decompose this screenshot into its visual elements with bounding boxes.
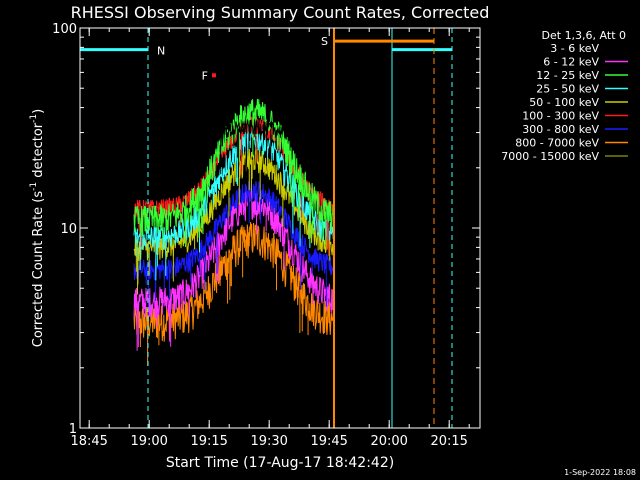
axes-layer: 1 10 100 18:45 19:00 19:15 19:30 19:45 20:00 20:1… — [52, 22, 480, 449]
y-axis-label-mid: detector — [31, 122, 46, 182]
legend-entry-label: 3 - 6 keV — [550, 42, 599, 55]
x-tick-label: 20:00 — [370, 434, 407, 449]
series-12-25-kev — [133, 98, 335, 248]
legend-entry-label: 50 - 100 keV — [529, 96, 599, 109]
legend-entry-label: 25 - 50 keV — [536, 83, 599, 96]
data-series-layer — [133, 98, 335, 366]
y-axis-label-exp2: -1 — [29, 114, 39, 123]
x-tick-label: 20:15 — [430, 434, 467, 449]
legend-entry-label: 100 - 300 keV — [522, 110, 599, 123]
legend-title: Det 1,3,6, Att 0 — [542, 29, 626, 42]
series-300-800-kev — [133, 180, 335, 316]
legend-entry-label: 6 - 12 keV — [543, 56, 599, 69]
series-line-800-7000-kev — [133, 222, 335, 342]
x-tick-label: 19:00 — [130, 434, 167, 449]
x-tick-label: 18:45 — [70, 434, 107, 449]
series-line-12-25-kev — [133, 98, 335, 237]
flare-label: F — [202, 69, 208, 82]
night-label: N — [157, 45, 165, 58]
legend-entry-label: 300 - 800 keV — [522, 123, 599, 136]
y-tick-label: 1 — [69, 422, 77, 437]
x-tick-label: 19:15 — [190, 434, 227, 449]
y-tick-label: 100 — [52, 22, 77, 37]
y-axis-label: Corrected Count Rate (s-1 detector-1) — [29, 109, 46, 347]
flare-marker — [212, 73, 216, 78]
y-axis-label-main: Corrected Count Rate (s — [31, 191, 46, 348]
series-3-6-kev — [133, 118, 335, 180]
y-axis-label-end: ) — [31, 109, 46, 114]
series-800-7000-kev — [133, 222, 335, 366]
legend-entry-label: 7000 - 15000 keV — [501, 150, 599, 163]
x-tick-label: 19:45 — [310, 434, 347, 449]
x-tick-label: 19:30 — [250, 434, 287, 449]
y-tick-label: 10 — [60, 222, 77, 237]
series-line-300-800-kev — [133, 180, 335, 281]
x-axis-label: Start Time (17-Aug-17 18:42:42) — [166, 455, 394, 471]
event-markers-layer: N S F — [80, 28, 453, 428]
date-stamp: 1-Sep-2022 18:08 — [564, 468, 636, 477]
legend-entry-label: 800 - 7000 keV — [515, 137, 599, 150]
legend-entry-label: 12 - 25 keV — [536, 69, 599, 82]
chart-title: RHESSI Observing Summary Count Rates, Co… — [71, 3, 490, 22]
y-axis-label-exp1: -1 — [29, 182, 39, 191]
saa-label: S — [321, 35, 328, 48]
